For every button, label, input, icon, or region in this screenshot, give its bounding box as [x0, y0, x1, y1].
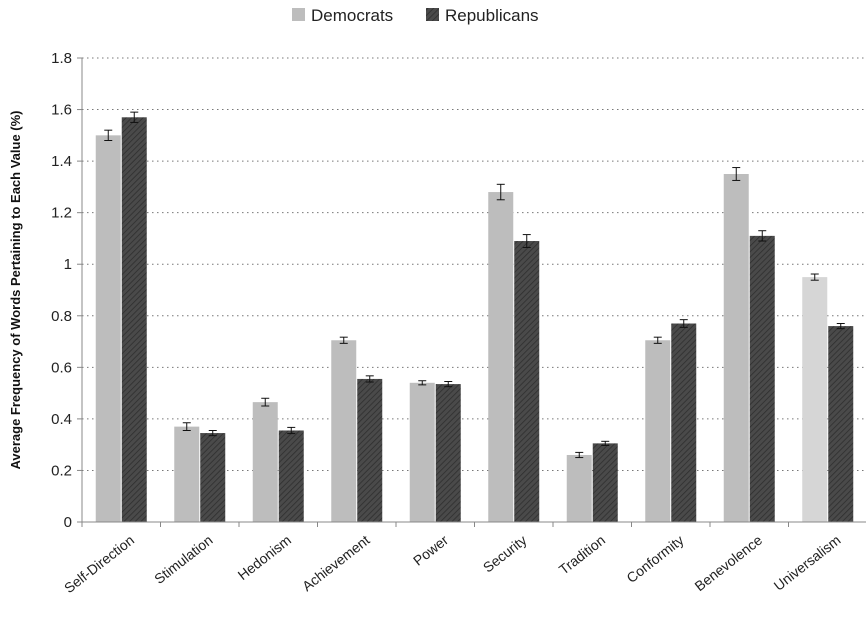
error-bar [522, 234, 531, 248]
error-bar [208, 429, 217, 437]
error-bar [261, 397, 270, 407]
error-bar [575, 451, 584, 459]
y-tick-label: 1 [64, 256, 72, 273]
error-bar [679, 319, 688, 328]
error-bar [601, 440, 610, 446]
error-bar [496, 183, 505, 201]
bar-democrats-stimulation [174, 426, 200, 522]
bar-republicans-conformity [671, 323, 697, 522]
error-bar [339, 336, 348, 344]
y-axis-ticks: 0 0.2 0.4 0.6 0.8 1 1.2 1.4 1.6 1.8 [51, 50, 82, 531]
x-tick-label: Benevolence [691, 532, 765, 595]
legend-label-democrats: Democrats [311, 6, 393, 25]
error-bar [418, 380, 427, 386]
x-tick-label: Achievement [299, 532, 373, 595]
y-tick-label: 0.8 [51, 308, 72, 325]
y-tick-label: 0.2 [51, 462, 72, 479]
error-bar [653, 336, 662, 344]
x-tick-label: Universalism [771, 532, 844, 594]
y-tick-label: 0.4 [51, 411, 72, 428]
bar-republicans-hedonism [278, 430, 304, 522]
y-tick-label: 1.8 [51, 50, 72, 67]
error-bar [758, 230, 767, 242]
error-bar [836, 323, 845, 330]
legend: Democrats Republicans [292, 6, 539, 25]
error-bar [287, 426, 296, 435]
bar-democrats-benevolence [723, 174, 749, 522]
bar-democrats-hedonism [252, 402, 278, 522]
bar-republicans-universalism [828, 326, 854, 522]
y-tick-label: 0.6 [51, 359, 72, 376]
x-tick-label: Power [410, 532, 451, 569]
error-bar [365, 375, 374, 383]
bars [95, 117, 854, 523]
bar-democrats-achievement [331, 340, 357, 522]
bar-democrats-tradition [566, 454, 592, 522]
x-tick-label: Self-Direction [61, 532, 137, 596]
x-tick-label: Security [480, 532, 530, 576]
error-bar [732, 167, 741, 181]
y-tick-label: 1.4 [51, 153, 72, 170]
bar-republicans-self-direction [121, 117, 147, 523]
bar-republicans-stimulation [200, 433, 226, 522]
x-tick-label: Tradition [556, 532, 608, 578]
error-bar [130, 111, 139, 123]
bar-republicans-benevolence [749, 235, 775, 522]
bar-democrats-security [488, 192, 514, 523]
bar-republicans-tradition [592, 443, 618, 522]
error-bar [104, 129, 113, 141]
y-tick-label: 1.6 [51, 102, 72, 119]
error-bar [444, 381, 453, 388]
bar-democrats-conformity [645, 340, 671, 522]
bar-republicans-security [514, 241, 540, 522]
error-bar [182, 422, 191, 431]
x-tick-label: Conformity [623, 532, 686, 586]
x-axis-labels: Self-Direction Stimulation Hedonism Achieve… [61, 522, 844, 596]
bar-republicans-achievement [357, 378, 383, 522]
error-bar [810, 273, 819, 281]
legend-swatch-democrats [292, 8, 305, 21]
legend-swatch-republicans [426, 8, 439, 21]
y-axis-title: Average Frequency of Words Pertaining to… [8, 110, 23, 469]
x-tick-label: Stimulation [151, 532, 215, 587]
error-bars [104, 111, 845, 459]
bar-democrats-power [409, 382, 435, 522]
y-tick-label: 0 [64, 514, 72, 531]
y-tick-label: 1.2 [51, 205, 72, 222]
bar-democrats-self-direction [95, 135, 121, 523]
x-tick-label: Hedonism [235, 532, 295, 583]
bar-republicans-power [435, 384, 461, 522]
legend-label-republicans: Republicans [445, 6, 539, 25]
bar-democrats-universalism [802, 277, 828, 522]
